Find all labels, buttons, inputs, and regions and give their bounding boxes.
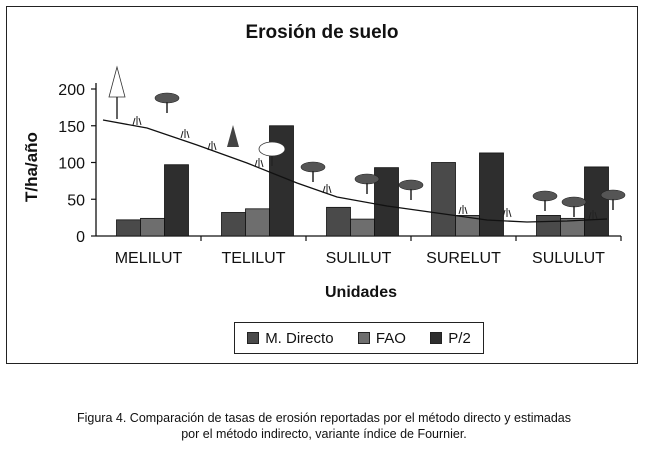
x-tick-label-sululut: SULULUT bbox=[532, 250, 605, 267]
bar-fao-telilut bbox=[245, 208, 270, 237]
x-axis-label: Unidades bbox=[325, 284, 397, 301]
tree-icon bbox=[532, 190, 558, 211]
tree-crown-icon bbox=[532, 190, 558, 202]
legend-item-fao: FAO bbox=[357, 329, 406, 347]
bar-p-2-sululut bbox=[584, 166, 609, 237]
tree-crown-icon bbox=[108, 65, 126, 98]
y-tick-label-200: 200 bbox=[58, 82, 85, 99]
tree-crown-icon bbox=[600, 189, 626, 201]
figure-caption: Figura 4. Comparación de tasas de erosió… bbox=[0, 410, 648, 442]
tree-icon bbox=[354, 173, 380, 194]
y-tick-label-100: 100 bbox=[58, 156, 85, 173]
tree-crown-icon bbox=[227, 125, 239, 147]
legend-label-m-directo: M. Directo bbox=[265, 329, 334, 347]
grass-icon bbox=[254, 158, 264, 168]
x-tick-label-melilut: MELILUT bbox=[115, 250, 183, 267]
tree-icon bbox=[154, 92, 180, 113]
legend-label-fao: FAO bbox=[375, 329, 406, 347]
caption-line-2: por el método indirecto, variante índice… bbox=[181, 427, 467, 441]
landscape-illustration bbox=[102, 65, 626, 223]
grass-icon bbox=[207, 141, 217, 151]
x-tick-label-sulilut: SULILUT bbox=[326, 250, 392, 267]
bar-m-directo-sululut bbox=[536, 215, 561, 237]
tree-icon bbox=[398, 179, 424, 200]
tree-crown-icon bbox=[258, 141, 286, 157]
bar-m-directo-surelut bbox=[431, 162, 456, 237]
tick-labels: 0 50 100 150 200 MELILUT TELILUT SULILUT SURELUT… bbox=[58, 82, 605, 267]
tree-icon bbox=[600, 189, 626, 210]
bar-m-directo-melilut bbox=[116, 219, 141, 237]
tree-icon bbox=[258, 141, 286, 166]
tree-icon bbox=[227, 125, 239, 147]
legend-item-p2: P/2 bbox=[430, 330, 471, 347]
bar-p-2-melilut bbox=[164, 164, 189, 237]
tree-icon bbox=[561, 196, 587, 217]
bar-p-2-surelut bbox=[479, 152, 504, 237]
bars bbox=[116, 125, 609, 237]
x-tick-label-telilut: TELILUT bbox=[221, 250, 285, 267]
legend: M. Directo FAO P/2 bbox=[234, 322, 484, 354]
caption-line-1: Figura 4. Comparación de tasas de erosió… bbox=[76, 411, 571, 425]
tree-icon bbox=[300, 161, 326, 182]
legend-swatch-fao bbox=[357, 332, 370, 344]
y-axis-label: T/ha/año bbox=[22, 132, 41, 202]
hillside-line bbox=[102, 119, 608, 223]
tree-crown-icon bbox=[354, 173, 380, 185]
tree-crown-icon bbox=[398, 179, 424, 191]
y-tick-label-0: 0 bbox=[76, 229, 85, 246]
legend-label-p2: P/2 bbox=[448, 329, 471, 347]
grass-icon bbox=[588, 210, 598, 220]
grass-icon bbox=[180, 129, 190, 139]
grass-icon bbox=[322, 184, 332, 194]
legend-swatch-p2 bbox=[430, 332, 443, 344]
y-tick-label-150: 150 bbox=[58, 119, 85, 136]
grass-icon bbox=[458, 205, 468, 215]
tree-crown-icon bbox=[561, 196, 587, 208]
bar-p-2-sulilut bbox=[374, 167, 399, 237]
y-tick-label-50: 50 bbox=[67, 192, 85, 209]
x-tick-label-surelut: SURELUT bbox=[426, 250, 501, 267]
legend-item-m-directo: M. Directo bbox=[247, 329, 334, 347]
tree-crown-icon bbox=[154, 92, 180, 104]
tree-icon bbox=[108, 65, 126, 119]
chart-title: Erosión de suelo bbox=[245, 22, 398, 43]
bar-fao-melilut bbox=[140, 217, 165, 237]
grass-icon bbox=[132, 116, 142, 126]
tree-crown-icon bbox=[300, 161, 326, 173]
chart-svg: Erosión de suelo T/ha/año Unidades 0 50 10… bbox=[22, 22, 626, 301]
bar-m-directo-telilut bbox=[221, 212, 246, 237]
bar-m-directo-sulilut bbox=[326, 206, 351, 237]
grass-icon bbox=[502, 208, 512, 218]
bar-fao-sulilut bbox=[350, 218, 375, 237]
chart-frame: Erosión de suelo T/ha/año Unidades 0 50 10… bbox=[6, 6, 638, 364]
legend-swatch-m-directo bbox=[247, 332, 260, 344]
